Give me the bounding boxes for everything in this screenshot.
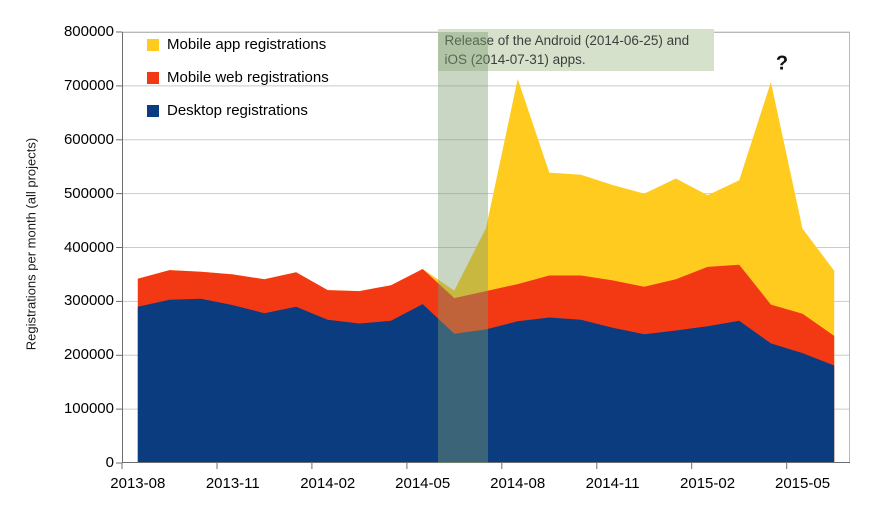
x-tick-label: 2015-05 — [774, 475, 831, 492]
area-desktop — [137, 298, 835, 463]
y-tick-label: 500000 — [63, 184, 114, 202]
legend-item: Desktop registrations — [147, 94, 329, 127]
y-tick-label: 100000 — [63, 400, 114, 418]
x-tick-label: 2013-08 — [110, 475, 166, 492]
x-tick-label: 2014-08 — [490, 475, 546, 492]
legend-item: Mobile web registrations — [147, 61, 329, 94]
y-tick-label: 700000 — [63, 76, 114, 94]
y-tick-label: 600000 — [63, 130, 114, 148]
legend-label: Desktop registrations — [167, 102, 308, 119]
y-tick-label: 0 — [105, 454, 114, 471]
legend-item: Mobile app registrations — [147, 28, 329, 61]
y-axis-title: Registrations per month (all projects) — [23, 137, 39, 351]
plot-area — [116, 31, 850, 469]
legend-swatch-icon — [147, 38, 159, 51]
x-tick-label: 2014-05 — [395, 475, 451, 492]
release-annotation-box: Release of the Android (2014-06-25) and … — [437, 29, 714, 71]
legend-label: Mobile app registrations — [167, 36, 327, 53]
y-tick-label: 400000 — [63, 238, 114, 256]
x-tick-label: 2014-11 — [585, 475, 640, 492]
x-tick-label: 2015-02 — [680, 475, 736, 492]
legend-label: Mobile web registrations — [167, 69, 329, 86]
legend-swatch-icon — [147, 71, 159, 84]
legend: Mobile app registrations Mobile web regis… — [147, 28, 329, 127]
release-annotation-line1: Release of the Android (2014-06-25) and — [444, 33, 690, 48]
legend-swatch-icon — [147, 104, 159, 117]
x-tick-label: 2014-02 — [300, 475, 356, 492]
question-mark-annotation: ? — [775, 52, 789, 75]
y-tick-label: 300000 — [63, 292, 114, 310]
y-tick-label: 800000 — [63, 23, 114, 40]
x-tick-label: 2013-11 — [205, 475, 260, 492]
release-annotation-line2: iOS (2014-07-31) apps. — [444, 52, 586, 67]
y-tick-label: 200000 — [63, 346, 114, 364]
